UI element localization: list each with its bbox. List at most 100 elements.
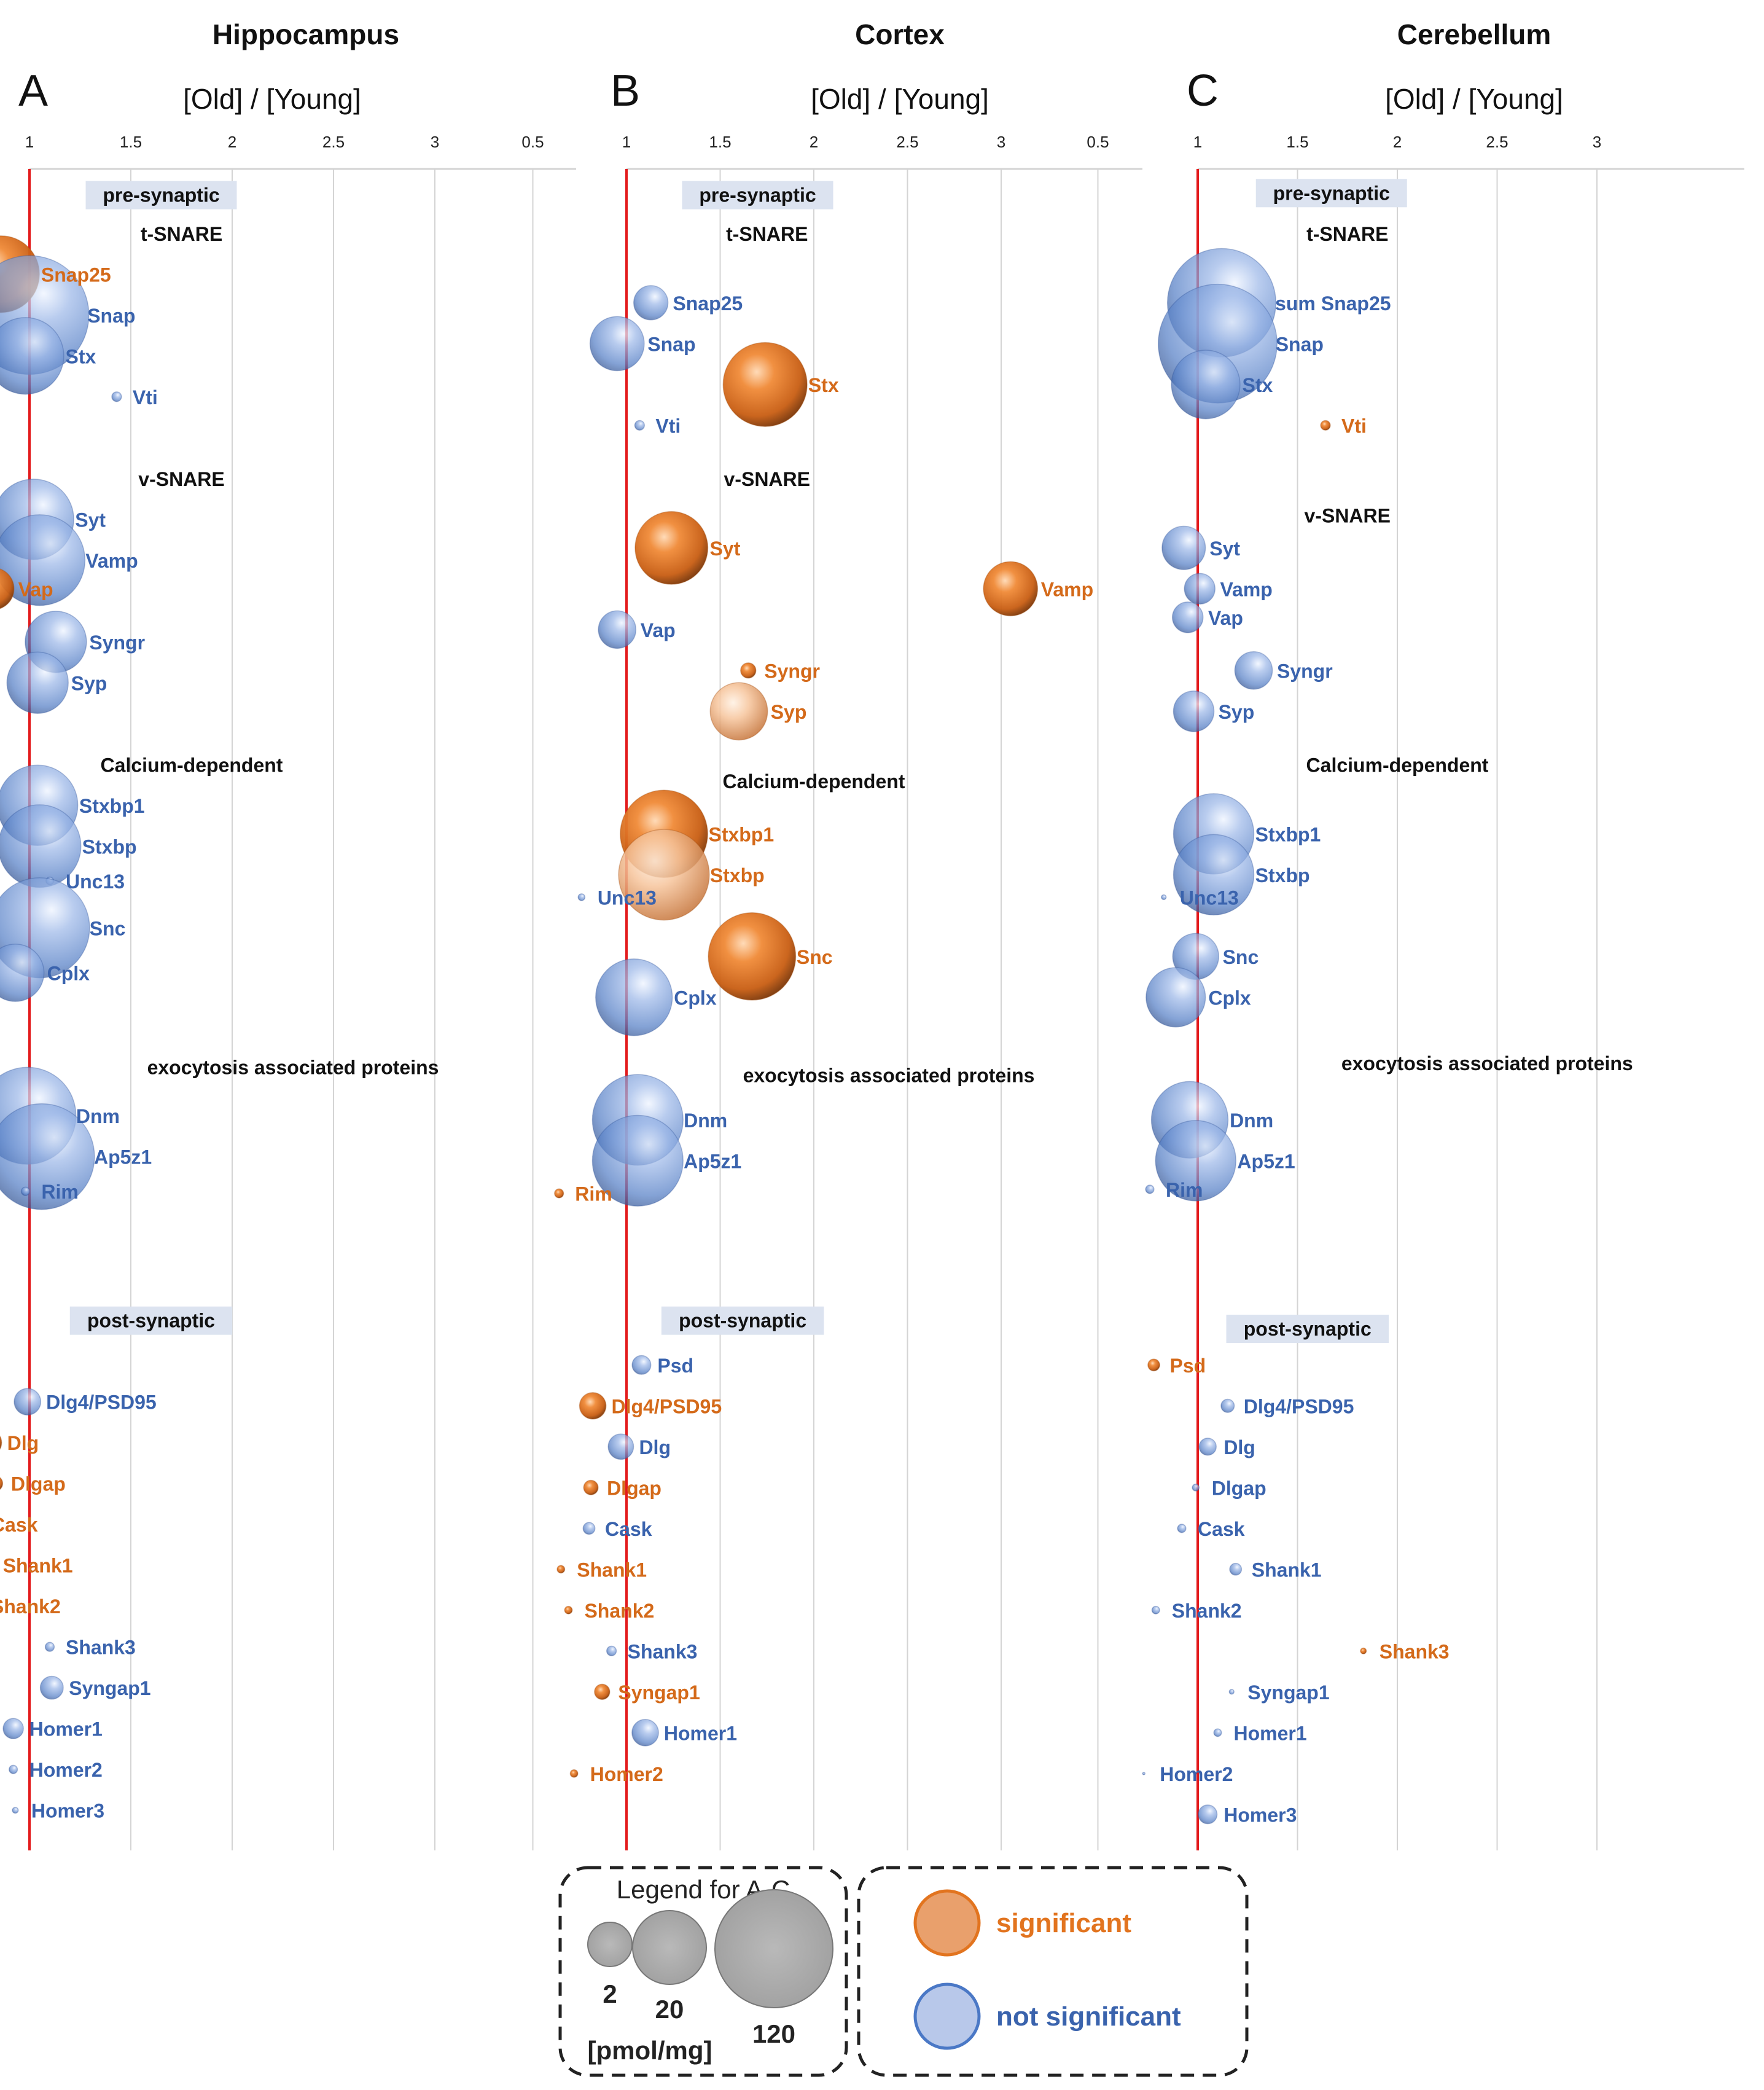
- bubble-label: Homer2: [1160, 1763, 1233, 1785]
- bubble-label: Unc13: [598, 886, 657, 909]
- bubble-label: Syp: [771, 701, 807, 723]
- significant-bubble: [554, 1188, 564, 1199]
- bubbles: [0, 235, 122, 1814]
- bubble-label: Vamp: [85, 550, 138, 572]
- grid-lines: [532, 169, 1002, 1850]
- not-significant-bubble: [2, 1718, 24, 1739]
- not-significant-bubble: [1145, 967, 1206, 1028]
- bubble-label: Stx: [808, 374, 839, 396]
- bubble-label: Shank2: [0, 1595, 61, 1618]
- bubble-label: Dlg: [639, 1436, 671, 1458]
- section-label: exocytosis associated proteins: [1341, 1052, 1633, 1074]
- bubble-label: Psd: [657, 1355, 693, 1377]
- bubble-label: Syt: [710, 538, 741, 560]
- bubble-label: Rim: [1166, 1179, 1203, 1201]
- not-significant-bubble: [582, 1522, 596, 1535]
- not-significant-bubble: [634, 420, 645, 431]
- bubble-label: Stxbp1: [1255, 823, 1321, 845]
- size-legend-bubbles: 2 20 120: [587, 1889, 833, 2048]
- section-label-box: [85, 181, 237, 209]
- not-significant-bubble: [577, 893, 586, 901]
- section-label-box: [682, 181, 833, 209]
- x-tick-label: 1.5: [1286, 133, 1308, 151]
- bubble-labels: Snap25 Snap Stx Vti Syt Vamp Vap Syngr Syp Stxbp1…: [0, 264, 158, 1822]
- panel-title: Hippocampus: [213, 18, 399, 50]
- bubble-label: Syngap1: [618, 1681, 700, 1704]
- not-significant-bubble: [606, 1645, 617, 1656]
- x-tick-label: 3: [1593, 133, 1601, 151]
- x-tick-label: 2.5: [322, 133, 345, 151]
- panel-b: Cortex B [Old] / [Young] 0.5 1 1.5 2 2.5 3 pr…: [521, 18, 1142, 1850]
- bubble-label: Stxbp: [710, 864, 765, 886]
- bubble-label: Syngr: [1277, 660, 1333, 682]
- significance-legend-box: [857, 1866, 1249, 2077]
- grid-lines: [130, 169, 435, 1850]
- not-significant-bubble: [1177, 1524, 1187, 1533]
- not-significant-bubble: [595, 958, 673, 1036]
- bubble-label: Syt: [75, 509, 106, 531]
- section-label: v-SNARE: [1305, 505, 1391, 527]
- not-significant-bubble: [39, 1675, 64, 1700]
- significant-bubble: [0, 1435, 2, 1450]
- bubble-label: Psd: [0, 1350, 1, 1372]
- bubble-labels: Snap25 Snap Stx Vti Syt Vamp Vap Syngr Syp Stxbp1…: [575, 292, 1093, 1785]
- bubble-label: Cplx: [674, 987, 717, 1009]
- bubble-label: Unc13: [66, 871, 125, 893]
- section-label: post-synaptic: [1244, 1318, 1372, 1340]
- x-tick-label: 2: [228, 133, 236, 151]
- bubble-label: Vti: [133, 386, 158, 409]
- bubble-label: Snap: [87, 305, 135, 327]
- not-significant-swatch: [913, 1982, 981, 2050]
- x-tick-label: 2: [1393, 133, 1402, 151]
- bubble-label: Snap: [1276, 333, 1324, 355]
- bubble-label: Shank3: [1380, 1640, 1450, 1662]
- bubble-label: Snc: [90, 917, 126, 939]
- not-significant-bubble: [0, 943, 45, 1002]
- not-significant-bubble: [1198, 1438, 1217, 1456]
- bubble-label: Vap: [18, 578, 53, 600]
- section-label: Calcium-dependent: [101, 754, 283, 776]
- not-significant-bubble: [1151, 1605, 1160, 1614]
- bubble-label: Homer1: [664, 1722, 737, 1744]
- section-label: post-synaptic: [679, 1310, 806, 1332]
- not-significant-bubble: [589, 316, 645, 372]
- section-label: post-synaptic: [87, 1310, 215, 1332]
- x-axis-label: [Old] / [Young]: [811, 83, 989, 115]
- significant-bubble: [0, 568, 15, 609]
- bubble-label: Vti: [1341, 415, 1367, 437]
- bubbles: [1142, 248, 1367, 1825]
- bubble-label: Vap: [641, 619, 676, 641]
- not-significant-bubble: [607, 1433, 634, 1460]
- not-significant-bubble: [1184, 573, 1216, 605]
- x-tick-label: 1: [1193, 133, 1202, 151]
- bubble-label: Homer3: [1223, 1804, 1297, 1826]
- bubble-label: Homer2: [29, 1759, 103, 1781]
- x-axis-ticks: 0.511.522.53: [25, 133, 439, 151]
- x-tick-label: 0.5: [1087, 133, 1109, 151]
- section-label: exocytosis associated proteins: [743, 1065, 1035, 1087]
- significant-bubble: [709, 682, 768, 741]
- significant-bubble: [722, 342, 808, 427]
- not-significant-bubble: [1145, 1184, 1155, 1194]
- size-legend-value: 20: [655, 1995, 684, 2024]
- bubble-label: Shank1: [3, 1555, 73, 1577]
- section-label: t-SNARE: [141, 223, 222, 245]
- size-legend-value: 120: [752, 2019, 795, 2048]
- significant-label: significant: [996, 1908, 1131, 1938]
- bubble-label: Dlgap: [607, 1477, 662, 1499]
- bubble-label: Homer2: [590, 1763, 663, 1785]
- bubble-label: Stxbp1: [709, 823, 775, 845]
- not-significant-bubble: [1173, 834, 1255, 916]
- bubble-label: Homer3: [31, 1800, 104, 1822]
- size-legend-value: 2: [603, 1979, 617, 2008]
- not-significant-bubble: [1192, 1484, 1200, 1492]
- size-legend-box: [558, 1866, 848, 2077]
- not-significant-bubble: [1234, 651, 1273, 690]
- significant-swatch: [913, 1889, 981, 1957]
- not-significant-bubble: [1229, 1562, 1243, 1576]
- size-legend-bubble: [632, 1910, 707, 1985]
- bubble-label: Dlg4/PSD95: [1244, 1395, 1354, 1417]
- x-tick-label: 1: [25, 133, 34, 151]
- section-label: pre-synaptic: [699, 184, 816, 206]
